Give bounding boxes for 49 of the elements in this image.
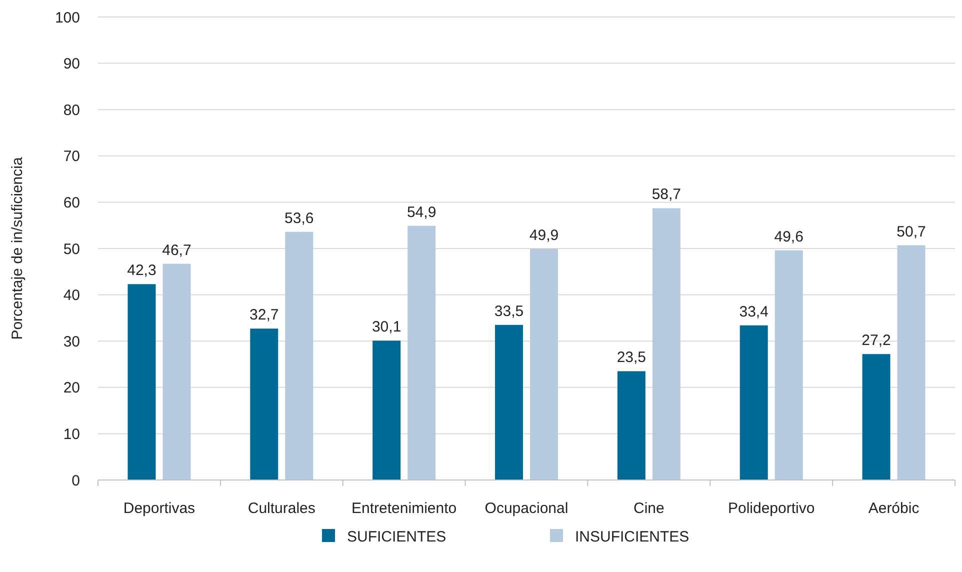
data-label: 53,6	[284, 210, 314, 227]
y-tick-label: 90	[63, 56, 80, 73]
data-label: 42,3	[127, 262, 156, 280]
data-label: 58,7	[652, 186, 682, 204]
bar	[250, 328, 278, 480]
y-tick-label: 50	[63, 240, 80, 258]
bar	[495, 324, 523, 480]
x-tick-label: Polideportivo	[728, 500, 815, 517]
data-label: 30,1	[372, 318, 402, 336]
data-label: 32,7	[250, 306, 279, 324]
x-tick-label: Culturales	[248, 500, 316, 517]
bar	[897, 245, 926, 480]
data-label: 50,7	[896, 223, 926, 240]
bar	[617, 371, 646, 480]
data-label: 54,9	[406, 204, 436, 221]
y-tick-label: 100	[54, 9, 80, 26]
bar	[530, 248, 558, 480]
legend-label: SUFICIENTES	[347, 528, 446, 546]
x-tick-label: Entretenimiento	[352, 500, 457, 517]
bar	[652, 208, 680, 480]
data-label: 33,5	[494, 302, 524, 320]
bar	[408, 226, 436, 480]
bar	[285, 232, 314, 480]
bar	[162, 264, 191, 480]
x-tick-label: Aeróbic	[868, 500, 920, 517]
x-tick-label: Ocupacional	[484, 500, 568, 517]
y-axis-title: Porcentaje de in/suficiencia	[9, 156, 26, 340]
data-label: 23,5	[616, 349, 646, 366]
y-tick-label: 70	[63, 148, 80, 166]
data-label: 49,9	[529, 226, 559, 244]
y-tick-label: 20	[63, 380, 80, 397]
bar	[128, 284, 156, 480]
y-tick-label: 80	[63, 102, 80, 119]
bar	[740, 325, 768, 480]
data-label: 49,6	[774, 228, 804, 246]
y-tick-label: 0	[72, 472, 80, 490]
bar	[774, 250, 803, 480]
data-label: 46,7	[162, 242, 192, 259]
x-tick-label: Deportivas	[123, 500, 196, 517]
y-tick-label: 10	[63, 426, 80, 443]
bar	[372, 340, 401, 480]
x-tick-label: Cine	[634, 500, 664, 517]
data-label: 27,2	[862, 332, 891, 350]
y-tick-label: 30	[63, 333, 80, 350]
y-tick-label: 40	[63, 287, 80, 304]
y-tick-label: 60	[63, 194, 80, 212]
legend-label: INSUFICIENTES	[575, 528, 690, 546]
bar	[862, 354, 890, 480]
data-label: 33,4	[739, 303, 768, 320]
